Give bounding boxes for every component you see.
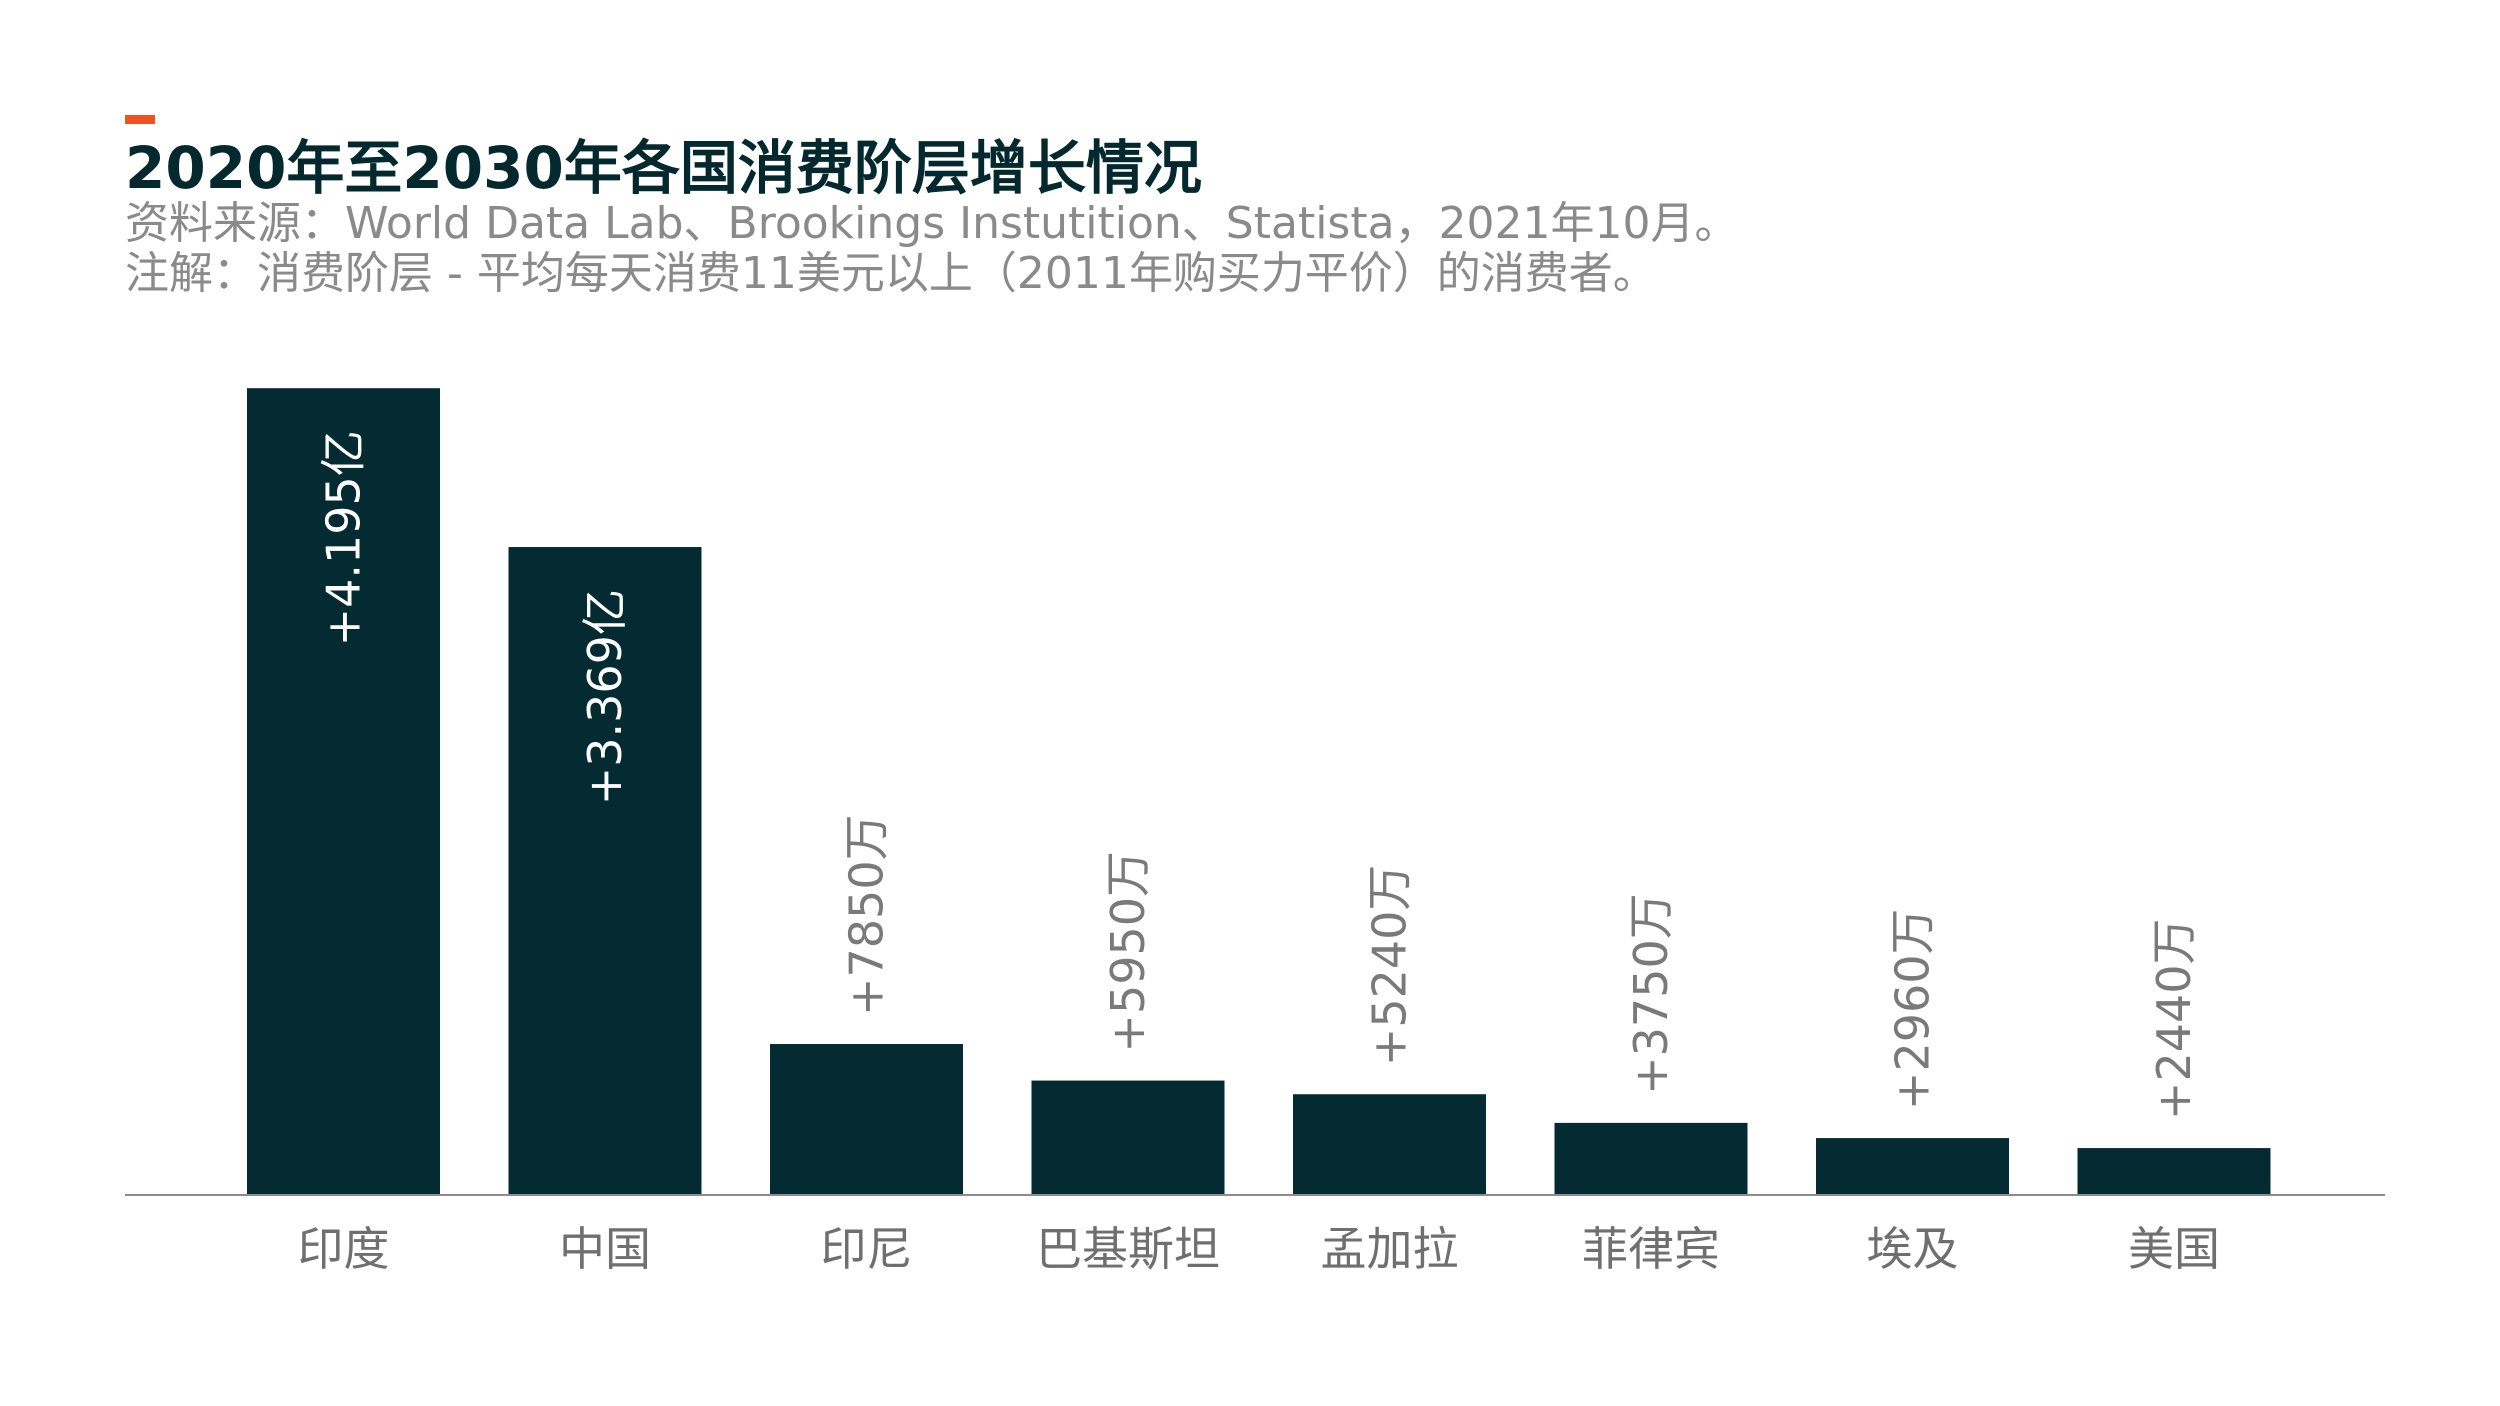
bar-8: [2077, 1148, 2271, 1195]
category-label-8: 美国: [2128, 1222, 2220, 1276]
category-label-2: 中国: [559, 1222, 651, 1276]
value-label-7: +2960万: [1886, 908, 1940, 1110]
category-label-4: 巴基斯坦: [1036, 1222, 1220, 1276]
bar-1: [247, 388, 440, 1195]
chart-note: 注解：消费阶层 - 平均每天消费11美元以上（2011年购买力平价）的消费者。: [125, 248, 1657, 299]
category-labels: 印度 中国 印尼 巴基斯坦 孟加拉 菲律宾 埃及 美国: [298, 1222, 2221, 1276]
chart-title: 2020年至2030年各国消费阶层增长情况: [125, 134, 1202, 202]
bar-5: [1293, 1094, 1486, 1195]
category-label-1: 印度: [298, 1222, 390, 1276]
value-label-5: +5240万: [1363, 865, 1417, 1067]
value-label-6: +3750万: [1624, 893, 1678, 1095]
bars-group: [247, 388, 2271, 1195]
bar-2: [508, 547, 702, 1195]
bar-4: [1031, 1080, 1225, 1195]
bar-7: [1816, 1138, 2009, 1195]
value-label-4: +5950万: [1101, 851, 1155, 1053]
category-label-6: 菲律宾: [1582, 1222, 1720, 1276]
value-label-3: +7850万: [840, 814, 894, 1016]
chart-source: 资料来源：World Data Lab、Brookings Instutitio…: [125, 198, 1739, 249]
value-label-8: +2440万: [2147, 918, 2201, 1120]
category-label-7: 埃及: [1867, 1222, 1959, 1276]
value-labels: +4.195亿 +3.369亿 +7850万 +5950万 +5240万 +3750万 +2…: [317, 430, 2202, 1120]
value-label-2: +3.369亿: [578, 589, 632, 805]
bar-3: [770, 1044, 963, 1195]
accent-bar: [125, 115, 155, 124]
bar-6: [1554, 1122, 1748, 1195]
value-label-1: +4.195亿: [317, 430, 371, 646]
category-label-5: 孟加拉: [1321, 1222, 1459, 1276]
category-label-3: 印尼: [821, 1222, 913, 1276]
